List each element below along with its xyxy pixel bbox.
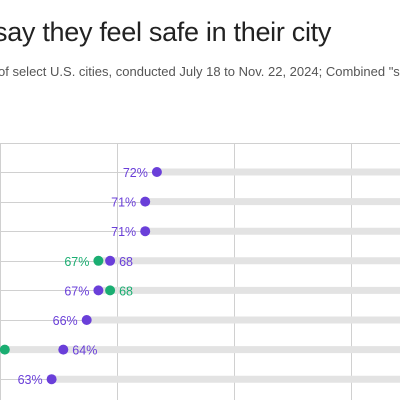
dot-row: 71% (111, 196, 400, 210)
series-b-label: 68 (119, 284, 133, 298)
grid-layer (0, 143, 400, 400)
series-a-label: 68 (119, 255, 133, 269)
series-b-dot (0, 344, 10, 355)
series-b-dot (105, 285, 116, 296)
series-a-dot (105, 255, 116, 266)
chart-subtitle: of select U.S. cities, conducted July 18… (0, 64, 400, 79)
series-a-label: 64% (72, 344, 97, 358)
series-a-label: 71% (111, 196, 136, 210)
dot-row: 72% (123, 166, 400, 180)
series-a-dot (140, 226, 151, 237)
series-a-dot (151, 167, 162, 177)
series-a-dot (140, 196, 151, 207)
dot-row: 71% (111, 225, 400, 239)
series-a-label: 67% (64, 284, 89, 298)
dot-row: 67% 68 (64, 284, 400, 298)
chart-title: say they feel safe in their city (0, 17, 332, 47)
series-a-label: 71% (111, 225, 136, 239)
series-a-dot (58, 344, 69, 355)
series-a-label: 63% (18, 373, 43, 387)
series-a-dot (93, 285, 104, 296)
series-b-label: 67% (64, 255, 89, 269)
dot-row: 59%64% (0, 344, 400, 358)
dot-row: 63% (18, 373, 400, 387)
dot-row: 66% (53, 314, 400, 328)
series-a-dot (81, 315, 92, 325)
series-a-label: 66% (53, 314, 78, 328)
dot-row: 67% 68 (64, 255, 400, 269)
series-a-label: 72% (123, 166, 148, 180)
rows-layer: 72% 71% 71% 67% 68 67% 68 66% 59%64% 63% (0, 166, 400, 387)
series-a-dot (46, 374, 57, 385)
series-b-dot (93, 255, 104, 266)
